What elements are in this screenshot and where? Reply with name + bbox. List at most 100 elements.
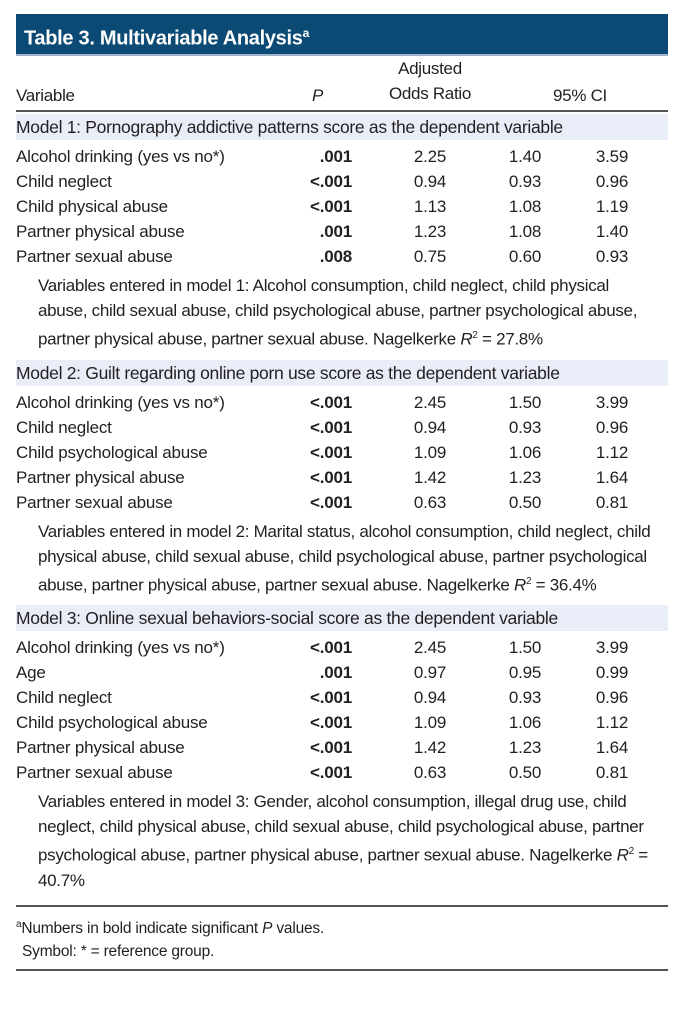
cell-p: <.001: [309, 197, 352, 216]
footnote-a-p: P: [262, 920, 273, 938]
header-variable: Variable: [16, 86, 75, 105]
cell-p: .001: [319, 222, 352, 241]
cell-ci-low: 1.50: [508, 638, 542, 658]
table-row: Alcohol drinking (yes vs no*) .001 2.25 …: [16, 144, 668, 169]
cell-variable: Child neglect: [16, 688, 112, 708]
table-row: Child psychological abuse <.001 1.09 1.0…: [16, 710, 668, 735]
model-note: Variables entered in model 1: Alcohol co…: [38, 276, 638, 349]
cell-odds-ratio: 2.25: [413, 147, 447, 166]
table-row: Partner sexual abuse .008 0.75 0.60 0.93: [16, 244, 668, 269]
cell-ci-low: 1.08: [508, 197, 542, 216]
cell-ci-low: 0.50: [508, 492, 542, 512]
cell-p: <.001: [309, 713, 352, 733]
header-or-line2: Odds Ratio: [388, 84, 472, 103]
model-section: Model 1: Pornography addictive patterns …: [16, 114, 668, 358]
cell-ci-low: 0.93: [508, 688, 542, 708]
cell-ci-high: 1.40: [595, 222, 629, 241]
cell-odds-ratio: 1.23: [413, 222, 447, 241]
cell-ci-low: 0.50: [508, 763, 542, 783]
cell-variable: Partner physical abuse: [16, 467, 185, 487]
cell-p: .008: [319, 247, 352, 266]
cell-ci-high: 1.12: [595, 713, 629, 733]
cell-odds-ratio: 0.94: [413, 172, 447, 191]
cell-variable: Child psychological abuse: [16, 442, 208, 462]
cell-ci-high: 1.64: [595, 467, 629, 487]
footnote-a-text: Numbers in bold indicate significant: [21, 920, 263, 938]
cell-ci-high: 0.93: [595, 247, 629, 266]
cell-p: <.001: [309, 763, 352, 783]
cell-variable: Partner sexual abuse: [16, 492, 173, 512]
footnote-marker: a: [302, 26, 310, 40]
table-row: Partner sexual abuse <.001 0.63 0.50 0.8…: [16, 490, 668, 515]
cell-odds-ratio: 2.45: [413, 392, 447, 412]
cell-variable: Alcohol drinking (yes vs no*): [16, 147, 225, 166]
cell-variable: Alcohol drinking (yes vs no*): [16, 638, 225, 658]
footnote-a-post: values.: [272, 920, 325, 938]
cell-odds-ratio: 0.63: [413, 492, 447, 512]
cell-odds-ratio: 1.42: [413, 467, 447, 487]
cell-ci-high: 0.96: [595, 688, 629, 708]
cell-p: .001: [319, 147, 352, 166]
cell-odds-ratio: 0.94: [413, 688, 447, 708]
cell-p: <.001: [309, 172, 352, 191]
table-3: Table 3. Multivariable Analysisa Variabl…: [16, 14, 668, 972]
model-header: Model 3: Online sexual behaviors-social …: [16, 605, 668, 632]
cell-p: <.001: [309, 492, 352, 512]
cell-variable: Partner sexual abuse: [16, 763, 173, 783]
cell-ci-high: 3.59: [595, 147, 629, 166]
model-note-text: Variables entered in model 1: Alcohol co…: [38, 276, 638, 349]
cell-p: <.001: [309, 738, 352, 758]
model-header: Model 1: Pornography addictive patterns …: [16, 114, 668, 140]
header-p: P: [312, 86, 324, 105]
cell-ci-low: 0.95: [508, 663, 542, 683]
table-title: Table 3. Multivariable Analysisa: [16, 14, 668, 56]
cell-odds-ratio: 0.75: [413, 247, 447, 266]
table-row: Partner sexual abuse <.001 0.63 0.50 0.8…: [16, 760, 668, 785]
cell-variable: Child neglect: [16, 417, 112, 437]
footnote-a: aNumbers in bold indicate significant P …: [16, 913, 668, 940]
cell-p: <.001: [309, 442, 352, 462]
model-section: Model 3: Online sexual behaviors-social …: [16, 605, 668, 899]
cell-variable: Child psychological abuse: [16, 713, 208, 733]
cell-ci-high: 1.64: [595, 738, 629, 758]
cell-p: <.001: [309, 688, 352, 708]
table-row: Child neglect <.001 0.94 0.93 0.96: [16, 169, 668, 194]
model-note-text: Variables entered in model 2: Marital st…: [38, 521, 651, 595]
cell-variable: Alcohol drinking (yes vs no*): [16, 392, 225, 412]
table-row: Partner physical abuse <.001 1.42 1.23 1…: [16, 465, 668, 490]
table-row: Child physical abuse <.001 1.13 1.08 1.1…: [16, 194, 668, 219]
model-note: Variables entered in model 3: Gender, al…: [38, 792, 648, 890]
cell-ci-low: 1.23: [508, 467, 542, 487]
table-row: Partner physical abuse <.001 1.42 1.23 1…: [16, 735, 668, 760]
cell-odds-ratio: 2.45: [413, 638, 447, 658]
cell-ci-high: 1.12: [595, 442, 629, 462]
header-odds-ratio: Adjusted Odds Ratio: [366, 56, 494, 106]
table-row: Child neglect <.001 0.94 0.93 0.96: [16, 685, 668, 710]
column-headers: Variable P Adjusted Odds Ratio 95% CI: [16, 56, 668, 112]
header-ci: 95% CI: [553, 86, 607, 105]
cell-ci-high: 0.99: [595, 663, 629, 683]
cell-ci-low: 0.93: [508, 417, 542, 437]
table-row: Alcohol drinking (yes vs no*) <.001 2.45…: [16, 390, 668, 415]
table-title-text: Table 3. Multivariable Analysis: [24, 27, 303, 50]
footnote-symbol: Symbol: * = reference group.: [22, 943, 215, 961]
cell-variable: Child neglect: [16, 172, 112, 191]
model-section: Model 2: Guilt regarding online porn use…: [16, 359, 668, 604]
cell-variable: Partner physical abuse: [16, 738, 185, 758]
table-row: Child neglect <.001 0.94 0.93 0.96: [16, 415, 668, 440]
cell-ci-low: 1.06: [508, 442, 542, 462]
cell-p: <.001: [309, 417, 352, 437]
cell-odds-ratio: 1.13: [413, 197, 447, 216]
cell-odds-ratio: 0.63: [413, 763, 447, 783]
cell-odds-ratio: 0.97: [413, 663, 447, 683]
cell-odds-ratio: 0.94: [413, 417, 447, 437]
cell-ci-low: 1.06: [508, 713, 542, 733]
cell-ci-high: 0.81: [595, 763, 629, 783]
nagelkerke-r2: 40.7%: [38, 870, 85, 890]
cell-odds-ratio: 1.09: [413, 713, 447, 733]
cell-ci-low: 1.23: [508, 738, 542, 758]
cell-variable: Partner physical abuse: [16, 222, 185, 241]
cell-variable: Child physical abuse: [16, 197, 168, 216]
cell-ci-high: 0.96: [595, 417, 629, 437]
table-row: Age .001 0.97 0.95 0.99: [16, 660, 668, 685]
